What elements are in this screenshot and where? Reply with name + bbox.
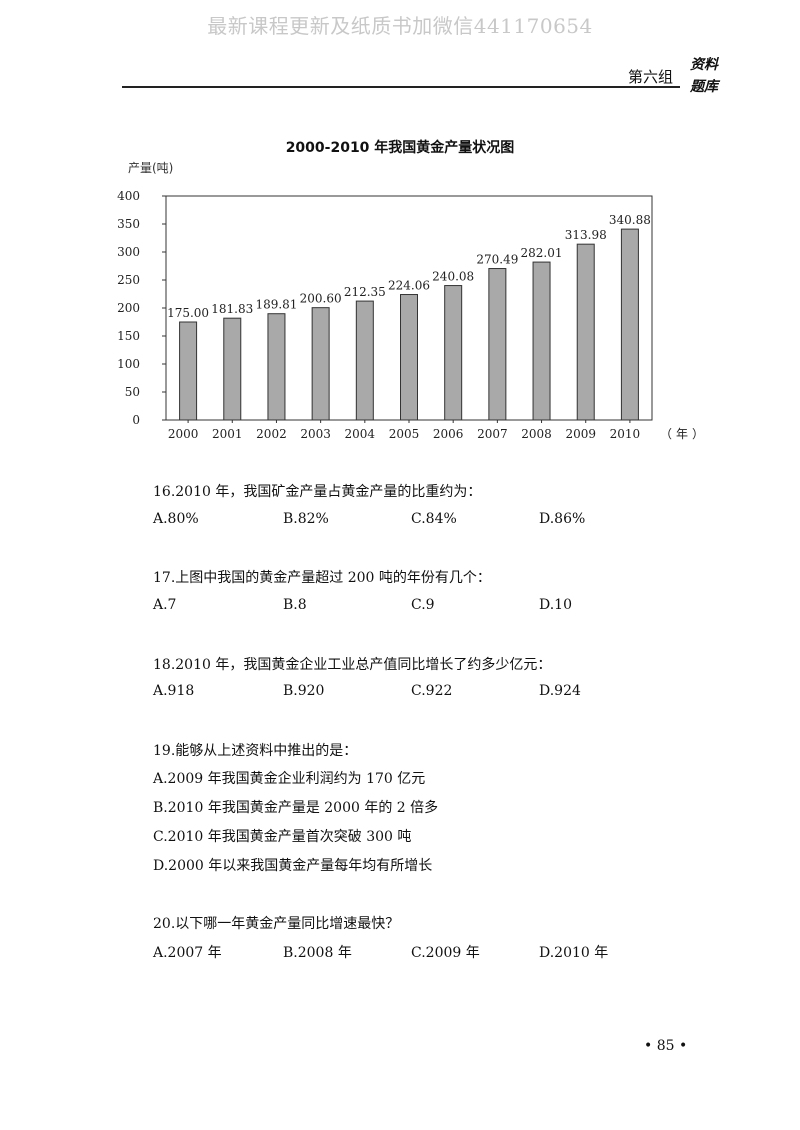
option-b: B.920: [283, 683, 325, 699]
header-tag-line2: 题库: [690, 79, 718, 95]
x-tick-label: 2006: [433, 427, 464, 441]
x-tick-label: 2010: [610, 427, 641, 441]
question-16-stem: 16.2010 年，我国矿金产量占黄金产量的比重约为：: [153, 484, 482, 500]
watermark: 最新课程更新及纸质书加微信441170654: [207, 14, 593, 38]
option-d: D.86%: [539, 511, 586, 527]
chart-title: 2000-2010 年我国黄金产量状况图: [285, 140, 515, 156]
option-a: A.7: [153, 597, 177, 613]
header-rule: [122, 86, 680, 88]
option-d: D.924: [539, 683, 581, 699]
option-c: C.84%: [411, 511, 457, 527]
y-tick-label: 200: [117, 301, 140, 315]
bar: [400, 294, 418, 421]
option-b: B.82%: [283, 511, 329, 527]
x-tick-label: 2000: [168, 427, 199, 441]
y-tick-label: 0: [132, 413, 140, 427]
y-tick-label: 50: [125, 385, 140, 399]
x-tick-label: 2001: [212, 427, 243, 441]
option-b: B.2010 年我国黄金产量是 2000 年的 2 倍多: [153, 800, 439, 816]
bar-value-label: 189.81: [255, 298, 297, 312]
bar: [444, 285, 463, 421]
bar: [576, 243, 595, 421]
y-tick-label: 150: [117, 329, 140, 343]
y-tick-label: 250: [117, 273, 140, 287]
y-axis-label: 产量(吨): [128, 161, 173, 175]
bar: [488, 268, 507, 421]
question-18-stem: 18.2010 年，我国黄金企业工业总产值同比增长了约多少亿元：: [153, 657, 552, 673]
y-tick-label: 350: [117, 217, 140, 231]
option-d: D.10: [539, 597, 572, 613]
header-group-label: 第六组: [628, 68, 674, 86]
bar-value-label: 224.06: [388, 279, 430, 293]
bar: [267, 313, 286, 421]
x-tick-label: 2003: [300, 427, 331, 441]
question-17-stem: 17.上图中我国的黄金产量超过 200 吨的年份有几个：: [153, 570, 491, 586]
bar: [311, 307, 330, 421]
x-axis-label: （年）: [660, 427, 708, 441]
option-d: D.2000 年以来我国黄金产量每年均有所增长: [153, 858, 433, 874]
option-a: A.918: [153, 683, 195, 699]
bar-value-label: 212.35: [344, 285, 386, 299]
bar: [355, 300, 374, 421]
header-tag: 资料 题库: [690, 54, 718, 98]
page-number: • 85 •: [644, 1038, 688, 1054]
bar-value-label: 340.88: [609, 213, 651, 227]
header-tag-line1: 资料: [690, 57, 718, 73]
bar-value-label: 240.08: [432, 270, 474, 284]
x-tick-label: 2002: [256, 427, 287, 441]
x-tick-label: 2007: [477, 427, 508, 441]
option-a: A.2009 年我国黄金企业利润约为 170 亿元: [153, 771, 426, 787]
bar: [179, 321, 198, 421]
bar-chart: 产量(吨) 0 50 100 150 200 250 300 350 400 175.00 2000 1…: [117, 161, 708, 441]
option-c: C.2010 年我国黄金产量首次突破 300 吨: [153, 829, 412, 845]
bar-value-label: 313.98: [565, 228, 607, 242]
option-b: B.8: [283, 597, 307, 613]
option-d: D.2010 年: [539, 945, 609, 961]
bar-value-label: 282.01: [521, 246, 563, 260]
bar-value-label: 175.00: [167, 306, 209, 320]
bar-value-label: 270.49: [476, 253, 518, 267]
question-20-stem: 20.以下哪一年黄金产量同比增速最快？: [153, 916, 400, 932]
bar-value-label: 181.83: [211, 302, 253, 316]
bar: [532, 261, 551, 421]
option-b: B.2008 年: [283, 945, 352, 961]
x-tick-label: 2009: [565, 427, 596, 441]
y-tick-label: 400: [117, 189, 140, 203]
y-tick-label: 100: [117, 357, 140, 371]
option-a: A.80%: [153, 511, 199, 527]
question-19-stem: 19.能够从上述资料中推出的是：: [153, 743, 358, 759]
option-c: C.9: [411, 597, 435, 613]
bar-value-label: 200.60: [300, 292, 342, 306]
x-tick-label: 2008: [521, 427, 552, 441]
x-tick-label: 2004: [345, 427, 376, 441]
option-c: C.2009 年: [411, 945, 480, 961]
x-tick-label: 2005: [389, 427, 420, 441]
bar: [620, 228, 639, 421]
option-c: C.922: [411, 683, 453, 699]
bar: [223, 317, 242, 421]
option-a: A.2007 年: [153, 945, 222, 961]
y-tick-label: 300: [117, 245, 140, 259]
